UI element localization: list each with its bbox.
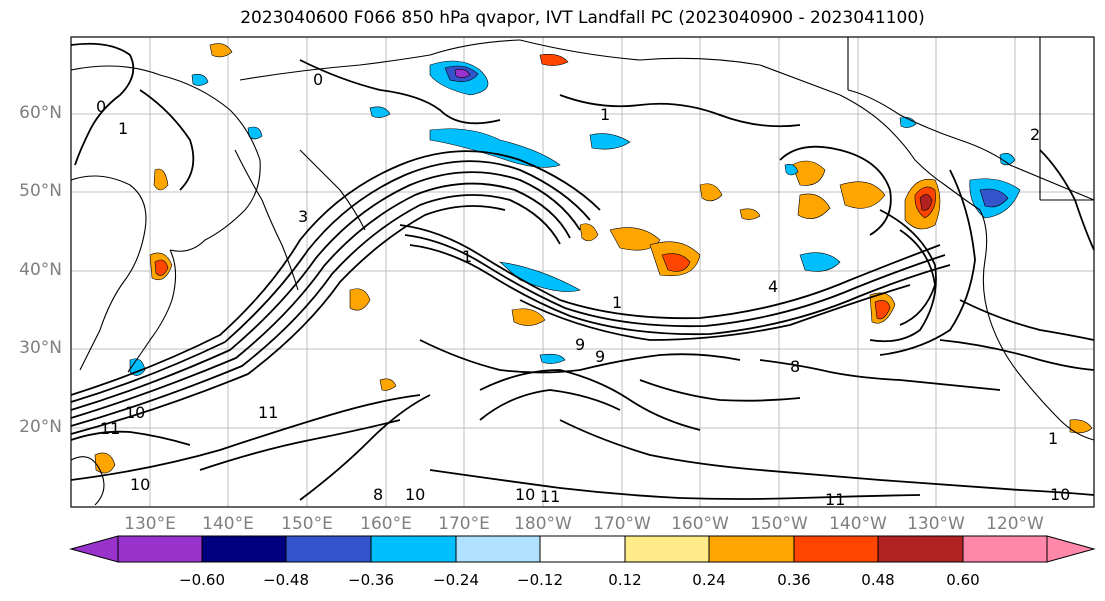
longitude-label: 160°E [360, 514, 412, 534]
positive-anomaly-fill [94, 43, 1093, 474]
contour-label-group: 0 1 1 0 1 10 11 10 11 8 10 10 11 11 10 1… [96, 70, 1070, 509]
latitude-label: 60°N [19, 103, 62, 123]
latitude-label: 20°N [19, 417, 62, 437]
map-background [71, 37, 1094, 507]
colorbar-tick-label: 0.24 [692, 571, 726, 589]
gridlines [71, 37, 1094, 507]
colorbar-tick-label: 0.48 [861, 571, 895, 589]
colorbar-tick-label: 0.60 [946, 571, 980, 589]
contour-label: 1 [612, 293, 622, 312]
colorbar-segment [285, 535, 372, 563]
contour-lines [70, 42, 1095, 501]
colorbar-tick-label: −0.36 [348, 571, 394, 589]
contour-label: 8 [790, 357, 800, 376]
colorbar-segment [370, 535, 457, 563]
contour-label: 11 [258, 403, 278, 422]
contour-label: 10 [515, 485, 535, 504]
map-title: 2023040600 F066 850 hPa qvapor, IVT Land… [240, 8, 925, 28]
longitude-label: 130°W [907, 514, 965, 534]
longitude-label: 130°E [124, 514, 176, 534]
contour-label: 1 [1048, 429, 1058, 448]
colorbar-segment [624, 535, 710, 563]
colorbar-tick-label: 0.12 [608, 571, 642, 589]
contour-label: 10 [130, 475, 150, 494]
colorbar-segment [1046, 535, 1096, 563]
colorbar-segment [877, 535, 964, 563]
colorbar-tick-label: −0.60 [179, 571, 225, 589]
contour-label: 11 [825, 490, 845, 509]
longitude-label: 150°E [281, 514, 333, 534]
longitude-label: 140°E [202, 514, 254, 534]
longitude-label: 170°E [438, 514, 490, 534]
contour-label: 0 [96, 97, 106, 116]
contour-label: 9 [575, 335, 585, 354]
latitude-label: 40°N [19, 260, 62, 280]
coastlines [70, 37, 1095, 506]
map-panel: 0 1 1 0 1 10 11 10 11 8 10 10 11 11 10 1… [70, 36, 1095, 509]
colorbar-tick-label: −0.12 [517, 571, 563, 589]
negative-anomaly-fill [129, 60, 1021, 376]
contour-label: 10 [1050, 485, 1070, 504]
longitude-label: 120°W [986, 514, 1044, 534]
longitude-label: 140°W [829, 514, 887, 534]
contour-label: 10 [125, 403, 145, 422]
contour-label: 1 [118, 119, 128, 138]
contour-label: 4 [768, 277, 778, 296]
contour-label: 1 [600, 105, 610, 124]
colorbar-segment [962, 535, 1048, 563]
colorbar-tick-label: 0.36 [777, 571, 811, 589]
contour-label: 11 [540, 487, 560, 506]
longitude-label: 150°W [750, 514, 808, 534]
longitude-label: 160°W [671, 514, 729, 534]
colorbar-segment [793, 535, 879, 563]
colorbar [69, 535, 1096, 563]
contour-label: 11 [100, 419, 120, 438]
contour-label: 8 [373, 485, 383, 504]
contour-label: 9 [595, 347, 605, 366]
contour-label: 2 [1030, 125, 1040, 144]
colorbar-tick-label: −0.24 [433, 571, 479, 589]
colorbar-segment [539, 535, 626, 563]
contour-label: 3 [298, 207, 308, 226]
colorbar-segment [69, 535, 119, 563]
colorbar-segment [117, 535, 203, 563]
contour-label: 0 [313, 70, 323, 89]
latitude-label: 30°N [19, 338, 62, 358]
map-border [70, 36, 1095, 508]
colorbar-segment [455, 535, 541, 563]
colorbar-segment [708, 535, 795, 563]
contour-label: 1 [462, 247, 472, 266]
latitude-label: 50°N [19, 181, 62, 201]
longitude-label: 170°W [593, 514, 651, 534]
colorbar-segment [201, 535, 287, 563]
contour-label: 10 [405, 485, 425, 504]
colorbar-tick-label: −0.48 [263, 571, 309, 589]
longitude-label: 180°W [514, 514, 572, 534]
